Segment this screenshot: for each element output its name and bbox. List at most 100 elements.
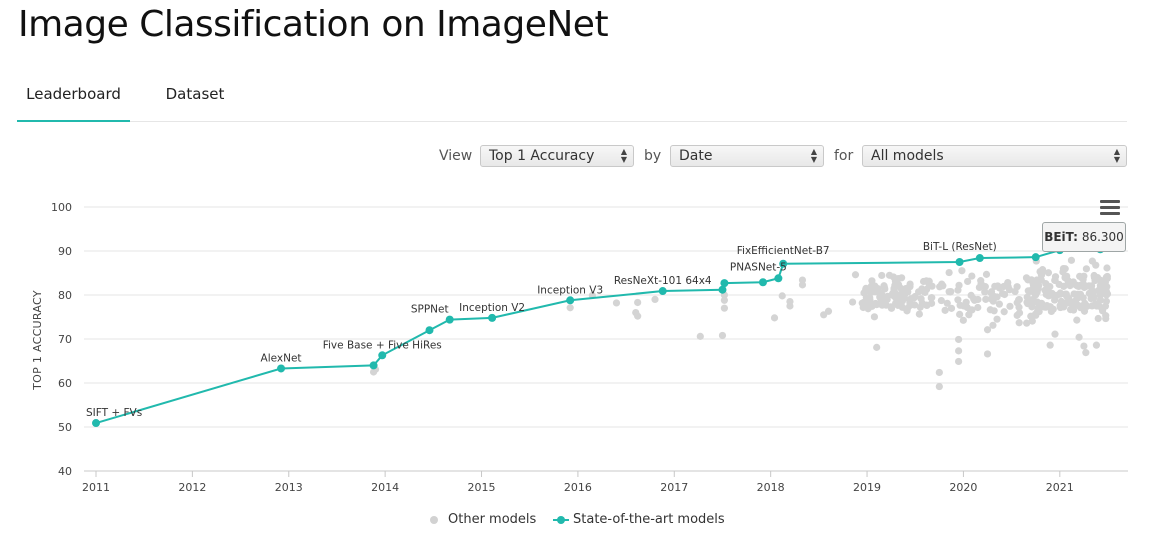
- other-model-point: [851, 271, 860, 279]
- other-model-point: [778, 292, 786, 300]
- other-model-point: [862, 287, 870, 295]
- other-model-point: [993, 315, 1001, 323]
- other-model-point: [1051, 330, 1059, 338]
- other-model-point: [1082, 265, 1091, 273]
- other-model-point: [1096, 296, 1105, 304]
- other-model-point: [878, 301, 886, 309]
- sota-point: [369, 361, 378, 370]
- sota-point: [774, 274, 783, 283]
- other-model-point: [917, 295, 925, 303]
- other-model-point: [1080, 307, 1089, 315]
- other-model-point: [1000, 308, 1008, 316]
- sota-point-label: Five Base + Five HiRes: [323, 339, 442, 351]
- legend-other-models[interactable]: Other models: [430, 511, 540, 529]
- other-model-point: [956, 301, 964, 309]
- other-model-point: [883, 295, 891, 304]
- other-model-point: [1015, 309, 1024, 317]
- for-select[interactable]: All models ▲ ▼: [862, 145, 1127, 167]
- other-model-point: [954, 286, 962, 294]
- teal-line-dot-icon: [553, 516, 569, 524]
- other-model-point: [1080, 342, 1088, 350]
- other-model-point: [981, 288, 989, 296]
- gray-dot-icon: [430, 516, 438, 524]
- other-model-point: [935, 368, 943, 377]
- other-model-point: [911, 301, 919, 309]
- x-tick-label: 2021: [1046, 481, 1074, 494]
- x-tick-label: 2014: [371, 481, 399, 494]
- other-model-point: [1044, 269, 1053, 277]
- other-model-point: [1034, 304, 1042, 312]
- other-model-point: [998, 289, 1007, 298]
- y-tick-label: 50: [58, 421, 72, 434]
- view-select[interactable]: Top 1 Accuracy ▲ ▼: [480, 145, 634, 167]
- other-model-point: [975, 283, 983, 292]
- by-select-value: Date: [679, 148, 713, 164]
- sota-point-label: PNASNet-5: [730, 261, 787, 273]
- other-model-point: [959, 316, 967, 324]
- tab-leaderboard[interactable]: Leaderboard: [17, 70, 130, 122]
- sota-point: [277, 364, 286, 373]
- y-tick-label: 70: [58, 333, 72, 346]
- other-model-point: [1103, 290, 1112, 298]
- for-label: for: [834, 148, 854, 164]
- other-model-point: [939, 282, 947, 290]
- x-tick-label: 2011: [82, 481, 110, 494]
- other-model-point: [1023, 293, 1031, 301]
- sota-point: [445, 315, 454, 324]
- other-model-point: [786, 302, 794, 310]
- hamburger-menu-icon[interactable]: [1100, 200, 1120, 216]
- other-model-point: [945, 268, 953, 277]
- y-tick-label: 60: [58, 377, 72, 390]
- sota-point: [566, 296, 575, 305]
- sota-point: [779, 259, 788, 268]
- sota-point: [718, 285, 727, 294]
- by-select[interactable]: Date ▲ ▼: [670, 145, 824, 167]
- legend-sota-models[interactable]: State-of-the-art models: [553, 511, 725, 529]
- other-model-point: [1056, 303, 1065, 312]
- tab-bar: Leaderboard Dataset: [17, 70, 1127, 122]
- sota-point: [758, 278, 767, 287]
- other-model-point: [956, 310, 964, 318]
- select-arrows-icon: ▲ ▼: [620, 147, 627, 164]
- other-model-point: [1082, 301, 1090, 309]
- view-label: View: [439, 148, 473, 164]
- other-model-point: [870, 313, 879, 321]
- sota-point: [955, 258, 964, 266]
- other-model-point: [878, 271, 886, 280]
- sota-point: [1031, 253, 1040, 262]
- sota-point: [658, 287, 667, 296]
- other-model-point: [941, 306, 949, 314]
- other-model-point: [915, 310, 923, 318]
- other-model-point: [1102, 314, 1110, 323]
- tab-dataset[interactable]: Dataset: [165, 85, 225, 103]
- other-model-point: [1074, 290, 1082, 298]
- other-model-point: [566, 304, 574, 312]
- other-model-point: [898, 274, 906, 282]
- other-model-point: [1103, 264, 1111, 272]
- sota-point-label: Inception V3: [537, 284, 603, 296]
- other-model-point: [1092, 341, 1101, 349]
- x-tick-label: 2020: [949, 481, 977, 494]
- other-model-point: [989, 321, 997, 329]
- other-model-point: [1043, 288, 1052, 296]
- other-model-point: [848, 298, 857, 306]
- other-model-point: [1051, 276, 1059, 285]
- other-model-point: [968, 272, 976, 280]
- view-select-value: Top 1 Accuracy: [489, 148, 595, 164]
- other-model-point: [1043, 301, 1051, 310]
- sota-point: [425, 326, 434, 335]
- sota-point-label: AlexNet: [261, 352, 302, 364]
- other-model-point: [1011, 287, 1019, 296]
- other-model-point: [974, 303, 982, 312]
- other-model-point: [873, 343, 881, 351]
- page-title: Image Classification on ImageNet: [18, 4, 609, 45]
- other-model-point: [955, 357, 963, 366]
- y-tick-label: 80: [58, 289, 72, 302]
- other-model-point: [798, 281, 807, 289]
- other-model-point: [937, 296, 945, 305]
- other-model-point: [1088, 302, 1096, 310]
- other-model-point: [718, 331, 727, 340]
- other-model-point: [962, 298, 970, 306]
- other-model-point: [915, 288, 923, 296]
- select-arrows-icon: ▲ ▼: [810, 147, 817, 164]
